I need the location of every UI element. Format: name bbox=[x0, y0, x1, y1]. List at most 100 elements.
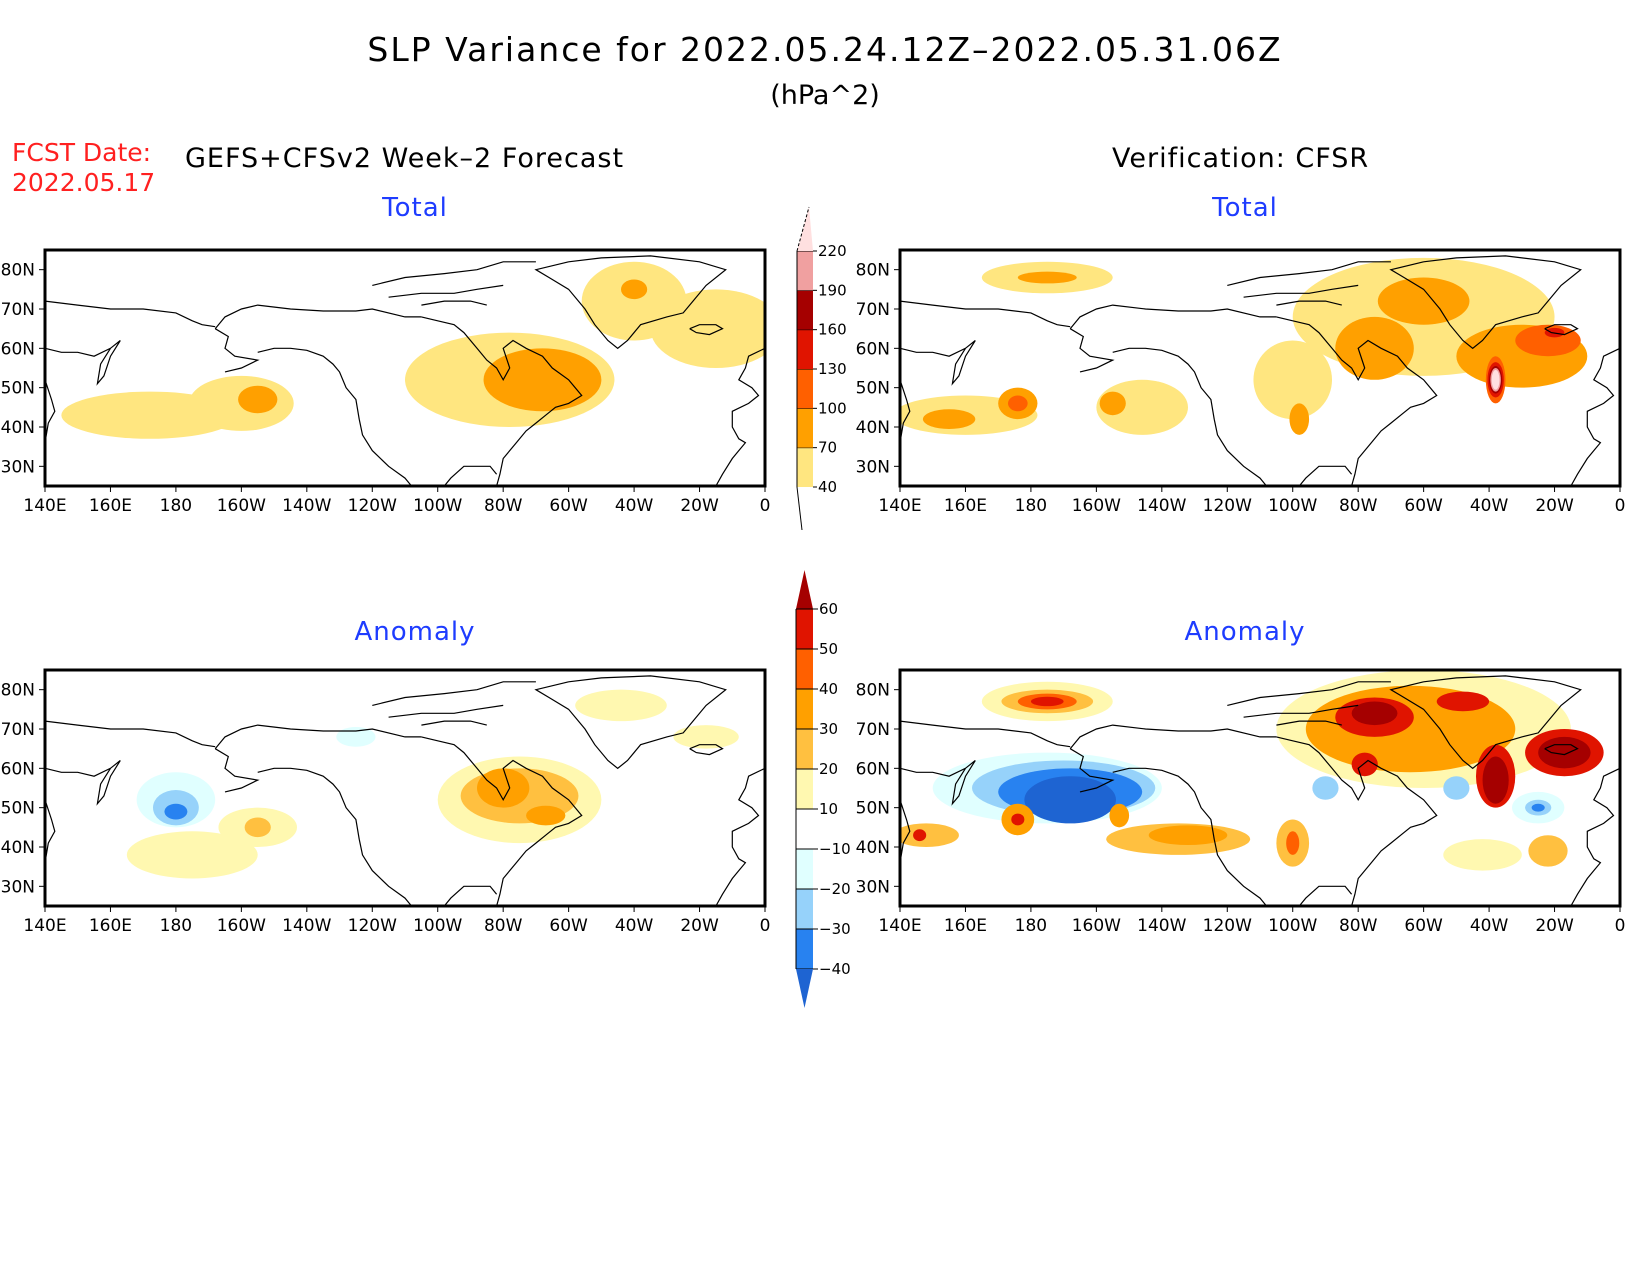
contour-60 bbox=[1351, 701, 1398, 726]
lat-tick-label: 40N bbox=[856, 838, 890, 858]
coastline bbox=[1276, 300, 1342, 306]
lon-tick-label: 120W bbox=[348, 916, 397, 936]
coastline bbox=[1389, 255, 1582, 350]
coastline bbox=[900, 799, 911, 863]
lon-tick-label: 20W bbox=[1535, 916, 1574, 936]
lon-tick-label: 140E bbox=[878, 916, 921, 936]
lat-tick-label: 80N bbox=[856, 681, 890, 701]
coastline bbox=[900, 379, 911, 443]
map-panel-verification-anomaly: 80N 70N 60N 50N 40N 30N 140E 160E 180 160W 140W 120… bbox=[856, 668, 1626, 936]
coastline bbox=[1069, 304, 1277, 330]
coastline bbox=[1276, 720, 1342, 726]
colorbar-label: 40 bbox=[819, 680, 838, 698]
colorbar-swatch bbox=[796, 689, 813, 729]
contour-30 bbox=[1148, 825, 1228, 846]
coastline bbox=[421, 720, 487, 726]
contour-50 bbox=[1011, 813, 1025, 826]
contour-50 bbox=[913, 829, 927, 842]
lon-tick-label: 100W bbox=[1268, 916, 1317, 936]
contour-30 bbox=[477, 768, 530, 808]
contour-40 bbox=[650, 289, 765, 368]
lon-tick-label: 100W bbox=[1268, 496, 1317, 516]
fcst-date-value: 2022.05.17 bbox=[12, 168, 156, 197]
coastline bbox=[257, 347, 412, 486]
coastline bbox=[421, 316, 583, 486]
map-panel-verification-total: 80N 70N 60N 50N 40N 30N 140E 160E 180 160W 140W 120… bbox=[856, 248, 1625, 516]
colorbar-label: −20 bbox=[819, 880, 851, 898]
coastline bbox=[534, 675, 727, 770]
coastline bbox=[372, 681, 536, 706]
map-frame bbox=[43, 248, 767, 488]
lon-tick-label: 40W bbox=[615, 916, 654, 936]
coastline bbox=[900, 300, 1071, 328]
coastline bbox=[689, 744, 724, 756]
lon-tick-label: 20W bbox=[680, 916, 719, 936]
coastline bbox=[1389, 675, 1582, 770]
coastline bbox=[214, 724, 422, 750]
contour-20 bbox=[1528, 835, 1568, 867]
coastline bbox=[214, 328, 260, 373]
colorbar-swatch bbox=[796, 929, 813, 969]
contour-70 bbox=[1017, 271, 1077, 284]
map-panel-forecast-anomaly: 80N 70N 60N 50N 40N 30N 140E 160E 180 160W 140W 120… bbox=[1, 668, 770, 936]
lat-tick-label: 30N bbox=[856, 877, 890, 897]
contour-30 bbox=[526, 805, 566, 826]
lon-tick-label: 160E bbox=[944, 916, 987, 936]
coastline bbox=[45, 720, 216, 748]
contour-60 bbox=[1482, 756, 1509, 804]
contour-70 bbox=[1289, 403, 1310, 435]
coastline bbox=[45, 300, 216, 328]
lat-tick-label: 70N bbox=[856, 720, 890, 740]
contour-40 bbox=[1286, 831, 1300, 855]
colorbar-swatch bbox=[796, 729, 813, 769]
colorbar-label: 20 bbox=[819, 760, 838, 778]
colorbar-label: 160 bbox=[818, 321, 847, 339]
lat-tick-label: 80N bbox=[1, 261, 35, 281]
lon-tick-label: 0 bbox=[1615, 916, 1626, 936]
colorbar-swatch bbox=[796, 889, 813, 929]
colorbar-top-outline bbox=[796, 206, 810, 252]
colorbar-swatch bbox=[797, 408, 813, 448]
contour-neg30 bbox=[164, 803, 188, 820]
lon-tick-label: 160E bbox=[89, 916, 132, 936]
panel-title-forecast-anomaly: Anomaly bbox=[354, 617, 476, 647]
colorbar-label: −30 bbox=[819, 920, 851, 938]
coastline bbox=[1069, 748, 1115, 793]
colorbar-label: −40 bbox=[819, 960, 851, 978]
colorbar-top-arrow bbox=[796, 570, 813, 609]
fcst-date-label: FCST Date: bbox=[12, 138, 152, 167]
lon-tick-label: 80W bbox=[484, 496, 523, 516]
colorbar-swatch bbox=[796, 809, 813, 849]
panel-title-verification-anomaly: Anomaly bbox=[1184, 617, 1306, 647]
coastline bbox=[1069, 328, 1115, 373]
map-frame bbox=[898, 248, 1622, 488]
contour-10 bbox=[575, 689, 667, 722]
lat-tick-label: 40N bbox=[1, 418, 35, 438]
contour-20 bbox=[244, 817, 271, 838]
lat-tick-label: 50N bbox=[1, 799, 35, 819]
contour-70 bbox=[1099, 391, 1126, 416]
panel-title-forecast-total: Total bbox=[382, 193, 448, 223]
lon-tick-label: 160W bbox=[217, 916, 266, 936]
lon-tick-label: 120W bbox=[1203, 916, 1252, 936]
lon-tick-label: 40W bbox=[1470, 916, 1509, 936]
lon-tick-label: 140W bbox=[282, 916, 331, 936]
coastline bbox=[689, 324, 724, 336]
coastline bbox=[1069, 724, 1277, 750]
coastline bbox=[1570, 347, 1620, 486]
lon-tick-label: 140E bbox=[878, 496, 921, 516]
colorbar-top-arrow bbox=[797, 207, 813, 251]
lat-tick-label: 50N bbox=[856, 379, 890, 399]
map-frame bbox=[898, 668, 1622, 908]
colorbar-label: −10 bbox=[819, 840, 851, 858]
lon-tick-label: 140W bbox=[1137, 496, 1186, 516]
coastline bbox=[1298, 885, 1353, 906]
colorbar-label: 10 bbox=[819, 800, 838, 818]
coastline bbox=[421, 736, 583, 906]
coastline bbox=[1227, 261, 1391, 286]
lat-tick-label: 60N bbox=[1, 759, 35, 779]
colorbar-swatch bbox=[797, 447, 813, 487]
colorbar-swatch bbox=[796, 609, 813, 649]
coastline bbox=[1227, 681, 1391, 706]
contour-60 bbox=[1538, 736, 1591, 769]
